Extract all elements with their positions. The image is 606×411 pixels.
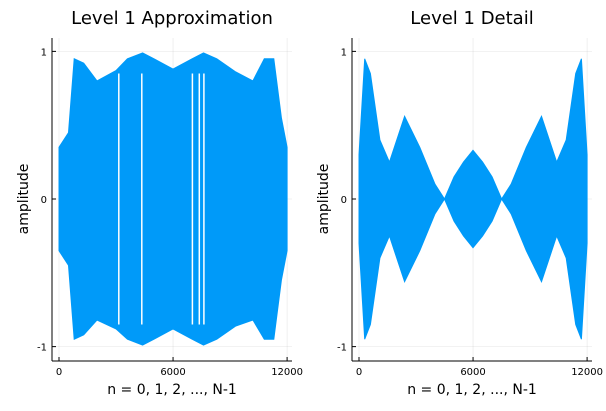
x-tick-label: 6000 <box>160 367 185 378</box>
signal-gaps-approximation <box>118 73 205 325</box>
y-axis-label-detail: amplitude <box>316 164 332 235</box>
y-tick-label: 0 <box>41 195 47 206</box>
signal-band-approximation <box>58 52 288 346</box>
signal-band-detail <box>358 58 588 340</box>
x-tick-label: 12000 <box>271 367 303 378</box>
x-ticks-detail: 0 6000 12000 <box>356 357 603 378</box>
y-tick-label: 1 <box>41 47 47 58</box>
y-tick-label: -1 <box>337 343 347 354</box>
y-tick-label: 1 <box>341 47 347 58</box>
y-tick-label: -1 <box>37 343 47 354</box>
x-axis-label-detail: n = 0, 1, 2, ..., N-1 <box>407 382 537 398</box>
panel-detail: Level 1 Detail -1 0 1 0 6000 12000 n = 0, 1,… <box>316 8 603 398</box>
y-ticks-approximation: -1 0 1 <box>37 47 56 354</box>
x-tick-label: 0 <box>56 367 62 378</box>
chart-title-detail: Level 1 Detail <box>410 8 533 29</box>
chart-title-approximation: Level 1 Approximation <box>71 8 273 29</box>
y-tick-label: 0 <box>341 195 347 206</box>
y-axis-label-approximation: amplitude <box>16 164 32 235</box>
y-ticks-detail: -1 0 1 <box>337 47 356 354</box>
x-ticks-approximation: 0 6000 12000 <box>56 357 303 378</box>
x-tick-label: 12000 <box>571 367 603 378</box>
x-tick-label: 0 <box>356 367 362 378</box>
x-axis-label-approximation: n = 0, 1, 2, ..., N-1 <box>107 382 237 398</box>
x-tick-label: 6000 <box>460 367 485 378</box>
panel-approximation: Level 1 Approximation -1 0 1 0 6000 12000 n … <box>16 8 303 398</box>
